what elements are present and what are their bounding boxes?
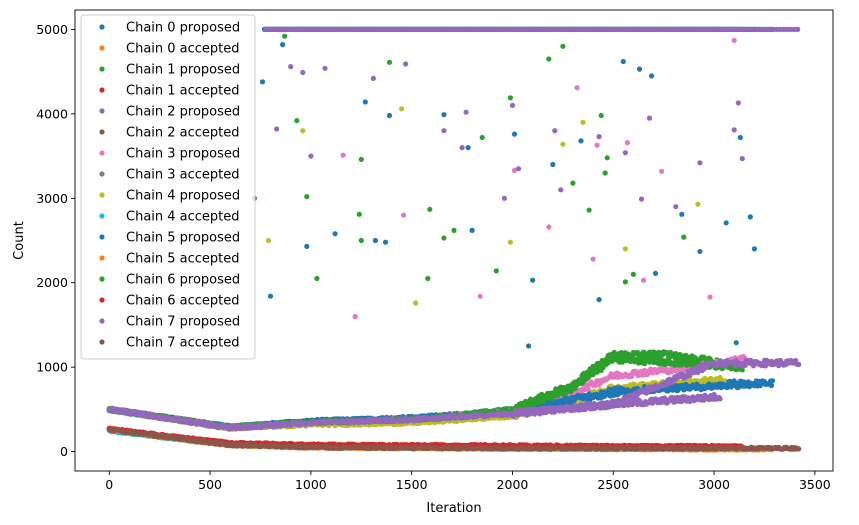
outlier-point — [737, 134, 743, 141]
outlier-point — [288, 64, 294, 70]
outlier-point — [731, 127, 737, 133]
outlier-point — [370, 75, 376, 81]
outlier-point — [570, 180, 576, 186]
outlier-point — [322, 65, 328, 71]
outlier-point — [304, 243, 310, 249]
outlier-point — [586, 207, 592, 213]
outlier-point — [596, 297, 602, 303]
outlier-point — [598, 112, 604, 119]
outlier-point — [358, 156, 364, 162]
outlier-point — [636, 66, 643, 72]
outlier-point — [469, 227, 475, 233]
outlier-point — [372, 237, 378, 244]
data-point — [717, 396, 723, 402]
outlier-point — [679, 211, 685, 217]
outlier-point — [356, 211, 362, 217]
plot-area — [106, 26, 802, 453]
outlier-point — [511, 131, 518, 137]
outlier-point — [403, 61, 409, 67]
outlier-point — [479, 134, 485, 141]
outlier-point — [697, 248, 703, 255]
outlier-point — [493, 268, 499, 274]
outlier-point — [441, 112, 447, 118]
data-point — [769, 378, 776, 384]
outlier-point — [280, 42, 286, 48]
outlier-point — [282, 33, 288, 39]
outlier-point — [509, 102, 516, 108]
outlier-point — [546, 56, 552, 62]
outlier-point — [673, 204, 679, 210]
outlier-point — [332, 231, 338, 237]
outlier-point — [747, 214, 753, 220]
outlier-point — [386, 59, 393, 65]
outlier-point — [596, 134, 602, 140]
outlier-point — [300, 69, 306, 76]
data-point — [739, 367, 745, 373]
outlier-point — [530, 277, 536, 283]
outlier-point — [552, 128, 558, 134]
outlier-point — [604, 155, 610, 161]
outlier-point — [620, 58, 626, 65]
outlier-point — [697, 160, 703, 166]
outlier-point — [649, 73, 655, 79]
outlier-point — [314, 275, 320, 282]
outlier-point — [560, 43, 566, 49]
outlier-point — [723, 220, 729, 226]
outlier-point — [463, 109, 469, 115]
outlier-point — [550, 161, 556, 168]
outlier-point — [386, 112, 393, 119]
outlier-point — [459, 145, 465, 151]
outlier-point — [507, 95, 513, 101]
outlier-point — [259, 79, 266, 85]
data-point — [768, 382, 775, 389]
data-points — [106, 26, 802, 453]
outlier-point — [441, 235, 447, 241]
outlier-point — [294, 118, 300, 124]
outlier-point — [465, 145, 471, 151]
outlier-point — [451, 227, 457, 233]
outlier-point — [638, 196, 645, 202]
outlier-point — [427, 206, 433, 212]
outlier-point — [622, 279, 629, 285]
outlier-point — [304, 194, 310, 200]
outlier-point — [267, 293, 274, 299]
outlier-point — [578, 138, 584, 144]
outlier-point — [362, 99, 368, 105]
